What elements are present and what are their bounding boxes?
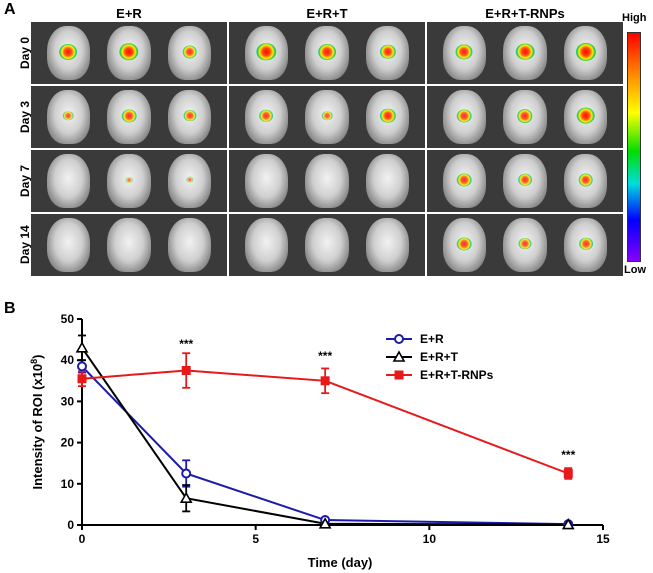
mouse-image — [107, 217, 151, 273]
y-axis-label: Intensity of ROI (x108) — [29, 354, 45, 489]
significance-annotation: *** — [318, 349, 332, 363]
bioluminescence-signal — [379, 108, 396, 124]
data-point — [394, 334, 404, 344]
bioluminescence-signal — [321, 110, 333, 121]
intensity-colorbar — [627, 32, 641, 262]
y-tick-label: 50 — [61, 312, 75, 326]
x-tick-label: 5 — [252, 532, 259, 546]
legend-entry: E+R+T-RNPs — [420, 368, 494, 382]
legend-entry: E+R+T — [420, 350, 459, 364]
x-tick-label: 15 — [596, 532, 610, 546]
image-panel — [31, 22, 227, 84]
mouse-image — [305, 217, 349, 273]
day-label-14: Day 14 — [18, 225, 32, 265]
image-panel — [427, 214, 623, 276]
bioluminescence-signal — [456, 237, 472, 251]
x-tick-label: 0 — [79, 532, 86, 546]
day-label-0: Day 0 — [18, 36, 32, 70]
y-tick-label: 30 — [61, 394, 75, 408]
panel-a-label: A — [4, 1, 16, 18]
bioluminescence-signal — [517, 108, 533, 123]
series-line — [81, 369, 569, 475]
data-point — [320, 515, 331, 526]
mouse-image — [366, 153, 410, 209]
image-panel — [427, 22, 623, 84]
significance-annotation: *** — [179, 337, 193, 351]
x-tick-label: 10 — [423, 532, 437, 546]
mouse-image — [46, 217, 90, 273]
bioluminescence-signal — [515, 43, 535, 61]
bioluminescence-signal — [518, 173, 532, 186]
bioluminescence-signal — [125, 176, 133, 183]
bioluminescence-signal — [183, 109, 197, 122]
bioluminescence-signal — [121, 109, 137, 123]
data-point — [392, 350, 406, 362]
bioluminescence-signal — [578, 173, 594, 187]
bioluminescence-signal — [256, 43, 276, 61]
colorbar-high-label: High — [622, 12, 647, 24]
x-axis-label: Time (day) — [308, 555, 373, 570]
mouse-image — [168, 217, 212, 273]
data-point — [181, 366, 191, 375]
image-panel — [229, 22, 425, 84]
image-panel — [427, 150, 623, 212]
data-point — [181, 468, 192, 479]
bioluminescence-signal — [119, 43, 139, 61]
data-point — [394, 370, 404, 380]
panel-b-label: B — [4, 300, 16, 317]
mouse-image — [244, 153, 288, 209]
data-point — [320, 376, 330, 386]
image-panel — [31, 214, 227, 276]
data-point — [561, 517, 575, 530]
bioluminescence-signal — [575, 42, 596, 61]
bioluminescence-signal — [456, 109, 472, 123]
bioluminescence-signal — [518, 237, 532, 250]
legend-entry: E+R — [420, 332, 444, 346]
mouse-image — [46, 153, 90, 209]
bioluminescence-signal — [456, 173, 472, 187]
y-tick-label: 20 — [61, 436, 75, 450]
data-point — [77, 374, 87, 384]
mouse-image — [244, 217, 288, 273]
data-point — [563, 519, 574, 530]
image-panel — [229, 86, 425, 148]
mouse-image — [366, 217, 410, 273]
day-label-3: Day 3 — [18, 100, 32, 134]
bioluminescence-signal — [259, 109, 274, 122]
image-panel — [229, 214, 425, 276]
image-panel — [31, 150, 227, 212]
data-point — [318, 517, 332, 529]
bioluminescence-signal — [62, 110, 74, 121]
series-line — [81, 347, 569, 526]
day-label-7: Day 7 — [18, 164, 32, 198]
bioluminescence-signal — [578, 237, 593, 250]
y-tick-label: 0 — [67, 518, 74, 532]
data-point — [563, 469, 573, 478]
y-tick-label: 10 — [61, 477, 75, 491]
bioluminescence-signal — [379, 44, 396, 60]
bioluminescence-signal — [186, 176, 194, 184]
series-line — [81, 365, 569, 526]
mouse-image — [305, 153, 349, 209]
group-label-e-r-t-rnps: E+R+T-RNPs — [485, 6, 565, 21]
data-point — [75, 341, 89, 353]
bioluminescence-signal — [182, 45, 198, 59]
bioluminescence-signal — [318, 43, 336, 60]
image-panel — [427, 86, 623, 148]
data-point — [179, 491, 193, 504]
group-label-e-r: E+R — [116, 6, 142, 21]
group-label-e-r-t: E+R+T — [306, 6, 348, 21]
bioluminescence-signal — [576, 107, 596, 125]
colorbar-low-label: Low — [624, 264, 646, 276]
image-panel — [31, 86, 227, 148]
data-point — [77, 361, 87, 372]
image-panel — [229, 150, 425, 212]
bioluminescence-signal — [59, 43, 78, 60]
y-tick-label: 40 — [61, 353, 75, 367]
significance-annotation: *** — [561, 448, 575, 462]
bioluminescence-signal — [455, 44, 473, 60]
